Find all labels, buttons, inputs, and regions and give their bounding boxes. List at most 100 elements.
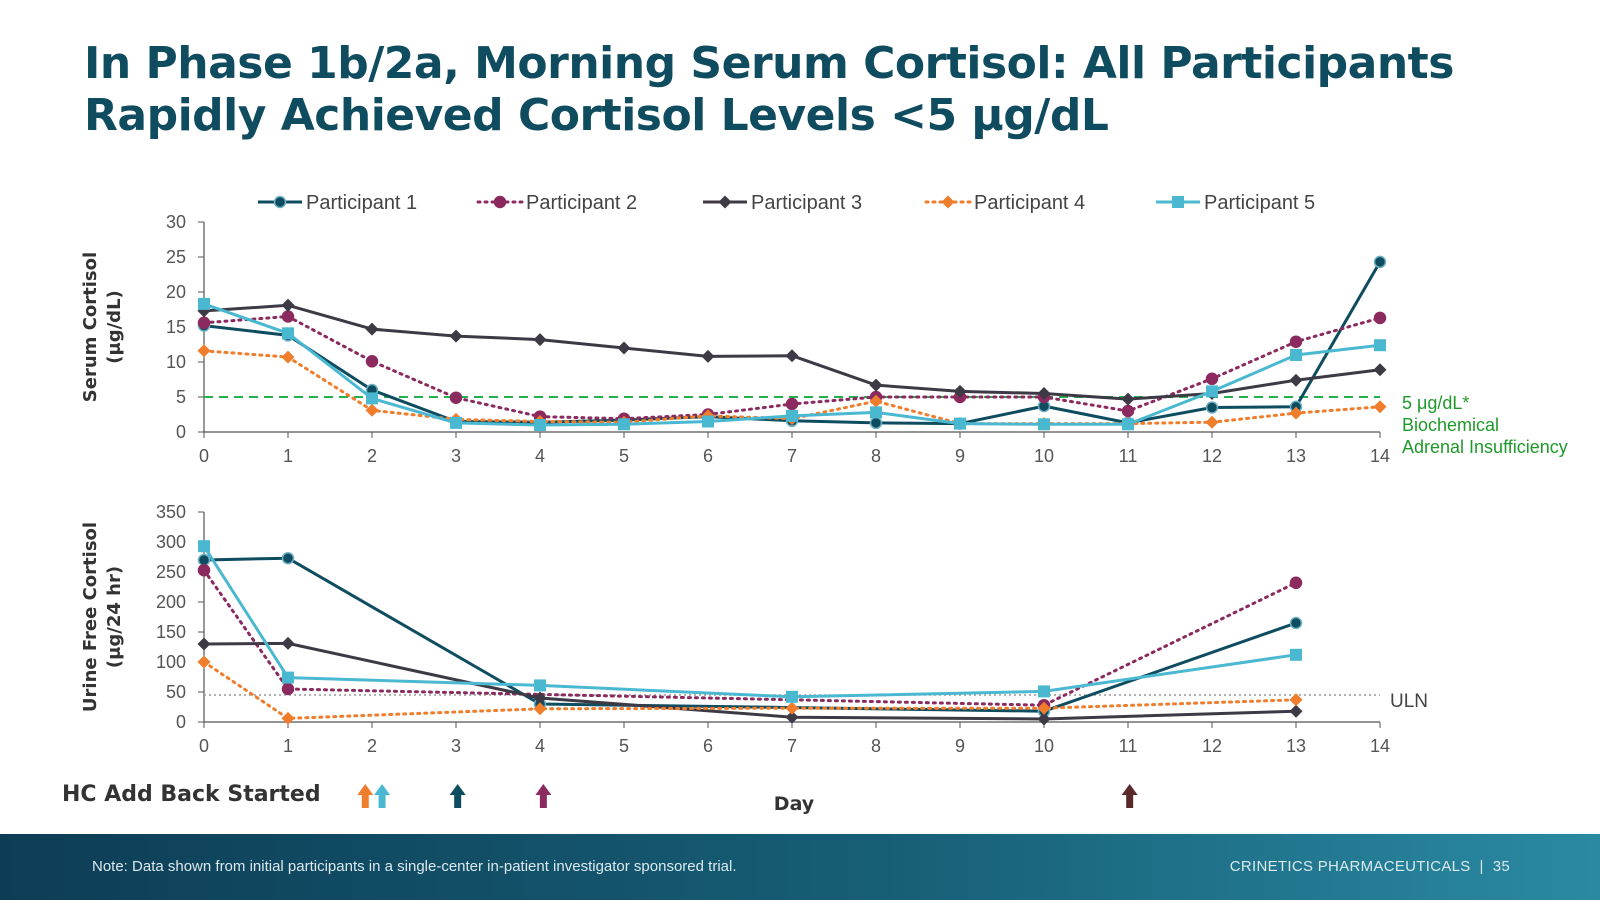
x-tick-label: 1 (283, 446, 293, 466)
data-point (785, 710, 799, 724)
series-line (203, 641, 1297, 721)
footer-brand: CRINETICS PHARMACEUTICALS | 35 (1229, 858, 1510, 875)
legend-label: Participant 5 (1204, 192, 1315, 214)
uln-label: ULN (1390, 691, 1428, 712)
y-axis-label-line: Serum Cortisol (80, 252, 101, 402)
data-point (1374, 339, 1386, 352)
legend-item-2: Participant 2 (476, 192, 637, 214)
data-point (365, 322, 379, 336)
data-point (281, 298, 295, 312)
y-tick-label: 0 (176, 712, 186, 732)
data-point (281, 682, 295, 696)
y-tick-label: 350 (156, 502, 186, 522)
legend-item-1: Participant 1 (258, 192, 417, 214)
x-tick-label: 1 (283, 736, 293, 756)
threshold-label-line: Adrenal Insufficiency (1402, 437, 1568, 457)
series-line (203, 556, 1297, 713)
data-point (1121, 404, 1135, 418)
data-point (449, 391, 463, 404)
footer-company: CRINETICS PHARMACEUTICALS (1229, 858, 1471, 875)
x-tick-label: 14 (1370, 446, 1390, 466)
data-point (197, 563, 211, 577)
data-point (282, 327, 294, 340)
data-point (533, 691, 547, 705)
data-point (618, 418, 630, 431)
footer-bar: Note: Data shown from initial participan… (0, 834, 1600, 900)
y-axis-label: Urine Free Cortisol (μg/24 hr) (80, 522, 125, 712)
chart-legend: Participant 1 Participant 2 Participant 3 P… (258, 192, 1315, 214)
x-tick-label: 4 (535, 446, 545, 466)
y-axis-label: Serum Cortisol (μg/dL) (80, 252, 125, 402)
x-tick-label: 0 (199, 736, 209, 756)
y-tick-label: 250 (156, 562, 186, 582)
data-point (197, 344, 211, 358)
x-tick-label: 7 (787, 446, 797, 466)
data-point (786, 409, 798, 422)
legend-item-4: Participant 4 (924, 192, 1085, 214)
legend-label: Participant 3 (751, 192, 862, 214)
data-point (785, 349, 799, 363)
data-point (1289, 576, 1303, 590)
data-point (197, 553, 211, 567)
y-axis-label-line: (μg/24 hr) (104, 566, 125, 668)
x-tick-label: 3 (451, 736, 461, 756)
x-tick-label: 5 (619, 736, 629, 756)
data-point (1290, 648, 1302, 661)
series-4 (197, 655, 1303, 725)
x-tick-label: 8 (871, 736, 881, 756)
x-tick-label: 13 (1286, 736, 1306, 756)
up-arrow-icon (357, 784, 374, 808)
x-tick-label: 2 (367, 446, 377, 466)
up-arrow-icon (449, 784, 466, 808)
data-point (954, 417, 966, 430)
legend-swatch-marker (273, 195, 287, 209)
title-line-1: In Phase 1b/2a, Morning Serum Cortisol: … (84, 38, 1454, 89)
series-line (202, 568, 1298, 707)
data-point (281, 350, 295, 364)
data-point (1373, 400, 1387, 414)
cortisol-charts: Participant 1 Participant 2 Participant 3 P… (62, 192, 1568, 815)
data-point (197, 655, 211, 669)
series-line (202, 660, 1298, 720)
data-point (869, 394, 883, 408)
legend-label: Participant 1 (306, 192, 417, 214)
series-2 (197, 563, 1303, 712)
series-1 (197, 551, 1303, 718)
data-point (786, 690, 798, 703)
x-tick-label: 0 (199, 446, 209, 466)
data-point (617, 341, 631, 355)
data-point (1289, 335, 1303, 348)
slide-title: In Phase 1b/2a, Morning Serum Cortisol: … (84, 38, 1564, 142)
data-point (1289, 616, 1303, 630)
x-tick-label: 10 (1034, 446, 1054, 466)
data-point (534, 419, 546, 431)
x-tick-label: 2 (367, 736, 377, 756)
y-tick-label: 150 (156, 622, 186, 642)
data-point (702, 415, 714, 428)
x-tick-label: 9 (955, 446, 965, 466)
data-point (365, 355, 379, 368)
data-point (953, 384, 967, 398)
y-tick-label: 50 (166, 682, 186, 702)
x-tick-label: 7 (787, 736, 797, 756)
x-tick-label: 4 (535, 736, 545, 756)
x-tick-label: 11 (1119, 446, 1138, 466)
footer-page-number: 35 (1492, 858, 1510, 875)
series-5 (198, 540, 1302, 703)
x-tick-label: 6 (703, 736, 713, 756)
data-point (282, 671, 294, 684)
data-point (450, 416, 462, 429)
data-point (281, 711, 295, 725)
data-point (1037, 387, 1051, 400)
up-arrow-icon (1121, 784, 1138, 808)
data-point (1289, 693, 1303, 707)
legend-swatch-marker (718, 195, 732, 209)
legend-label: Participant 4 (974, 192, 1085, 214)
data-point (1122, 418, 1134, 431)
data-point (869, 378, 883, 392)
data-point (1038, 418, 1050, 431)
up-arrow-icon (535, 784, 552, 808)
legend-item-3: Participant 3 (703, 192, 862, 214)
